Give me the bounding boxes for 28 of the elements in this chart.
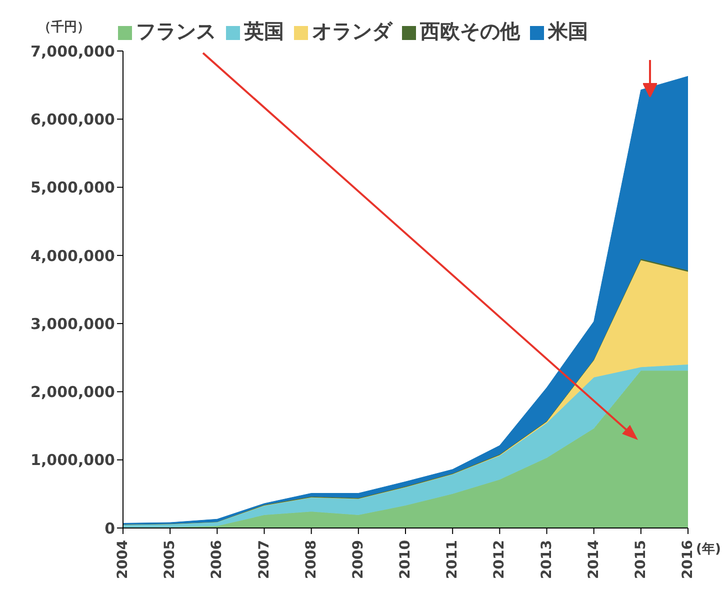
- legend-label: オランダ: [312, 19, 392, 43]
- x-tick-label: 2010: [398, 540, 414, 579]
- x-tick-label: 2008: [303, 540, 320, 579]
- y-tick-label: 6,000,000: [30, 110, 115, 128]
- x-tick-label: 2012: [492, 540, 508, 579]
- x-tick-label: 2015: [632, 540, 649, 579]
- x-axis-title: (年): [696, 541, 721, 558]
- legend-label: 米国: [548, 19, 588, 43]
- y-tick-label: 0: [104, 519, 115, 538]
- x-tick-label: 2011: [444, 540, 461, 579]
- legend-label: 西欧その他: [420, 19, 520, 43]
- x-tick-label: 2006: [209, 540, 226, 579]
- y-tick-label: 7,000,000: [30, 42, 115, 60]
- x-tick-label: 2007: [256, 540, 272, 579]
- y-tick-label: 2,000,000: [30, 383, 115, 402]
- legend-label: 英国: [244, 19, 284, 43]
- x-tick-label: 2014: [586, 540, 602, 579]
- legend-label: フランス: [136, 19, 216, 43]
- x-tick-label: 2005: [162, 540, 178, 579]
- y-tick-label: 3,000,000: [30, 314, 115, 333]
- x-tick-label: 2009: [350, 540, 366, 579]
- x-tick-label: 2016: [680, 540, 696, 579]
- y-tick-label: 5,000,000: [30, 178, 115, 197]
- y-tick-label: 1,000,000: [30, 451, 115, 470]
- y-axis-title: （千円）: [38, 18, 90, 36]
- x-tick-label: 2013: [538, 540, 555, 579]
- y-tick-label: 4,000,000: [30, 246, 115, 265]
- x-tick-label: 2004: [115, 540, 131, 579]
